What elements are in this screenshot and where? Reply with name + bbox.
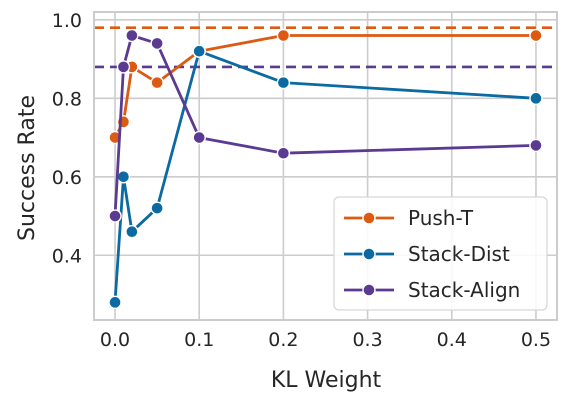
stack-dist-point xyxy=(276,75,291,90)
stack-dist-point xyxy=(125,225,139,239)
x-axis-title: KL Weight xyxy=(271,368,382,393)
legend-box xyxy=(333,196,548,311)
legend: Push-T Stack-Dist Stack-Align xyxy=(333,196,548,311)
push-t-point xyxy=(529,28,543,43)
legend-stack-align-swatch-marker xyxy=(362,283,376,297)
x-tick-label: 0.4 xyxy=(437,329,467,351)
stack-align-point xyxy=(192,130,206,145)
grid-lines xyxy=(94,12,557,320)
stack-dist-point xyxy=(116,170,131,184)
plot-frame xyxy=(93,11,558,321)
stack-align-point xyxy=(276,146,291,160)
legend-push-t-swatch-marker xyxy=(362,211,376,225)
legend-stack-dist-swatch-marker xyxy=(362,247,376,261)
push-t-point xyxy=(276,28,291,43)
data-series xyxy=(108,28,543,310)
stack-dist-point xyxy=(150,201,164,215)
x-tick-label: 0.5 xyxy=(521,329,551,351)
stack-align-point xyxy=(116,60,131,74)
legend-stack-align-label: Stack-Align xyxy=(408,278,520,302)
stack-dist-point xyxy=(108,295,122,310)
y-axis-title: Success Rate xyxy=(15,95,40,241)
push-t-point xyxy=(150,75,164,90)
stack-align-point xyxy=(108,209,122,223)
stack-align-point xyxy=(125,28,139,43)
stack-dist-point xyxy=(529,91,543,106)
x-tick-label: 0.3 xyxy=(352,329,382,351)
stack-dist-point xyxy=(192,44,206,58)
reference-lines xyxy=(94,26,557,69)
x-tick-label: 0.0 xyxy=(100,329,130,351)
series-stack-align xyxy=(108,28,543,223)
series-stack-dist xyxy=(108,44,543,310)
legend-stack-dist-label: Stack-Dist xyxy=(408,242,510,266)
y-tick-label: 0.8 xyxy=(52,88,82,110)
stack-align-point xyxy=(529,138,543,153)
x-tick-label: 0.1 xyxy=(184,329,214,351)
y-tick-label: 0.4 xyxy=(52,245,82,267)
stack-align-point xyxy=(150,36,164,51)
y-axis-ticks: 0.4 0.6 0.8 1.0 xyxy=(52,10,82,267)
legend-push-t-label: Push-T xyxy=(408,206,474,230)
y-tick-label: 0.6 xyxy=(52,167,82,189)
x-tick-label: 0.2 xyxy=(268,329,298,351)
y-tick-label: 1.0 xyxy=(52,10,82,32)
x-axis-ticks: 0.0 0.1 0.2 0.3 0.4 0.5 xyxy=(100,329,551,351)
